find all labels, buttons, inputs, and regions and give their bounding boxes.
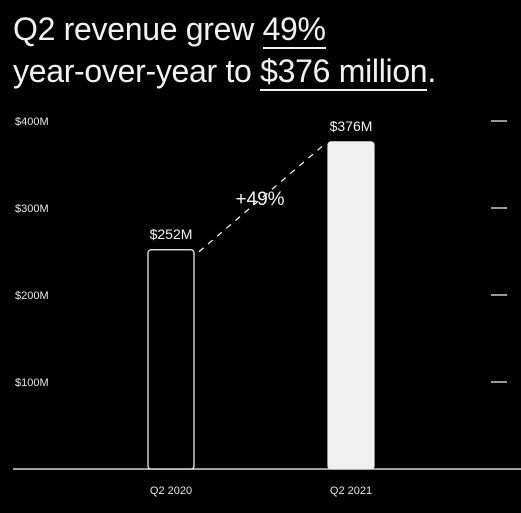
y-tick-label: $200M xyxy=(15,290,49,302)
x-category-label: Q2 2020 xyxy=(150,485,192,497)
y-axis-ticks: $100M $200M $300M $400M xyxy=(15,116,507,389)
growth-annotation: +49% xyxy=(235,189,284,210)
growth-trend-line xyxy=(198,143,326,253)
bars: $252M Q2 2020 $376M Q2 2021 xyxy=(147,118,375,497)
headline: Q2 revenue grew 49% year-over-year to $37… xyxy=(13,8,436,92)
y-tick-label: $100M xyxy=(15,377,49,389)
headline-part2: year-over-year to xyxy=(13,53,261,89)
headline-highlight-growth: 49% xyxy=(262,11,326,49)
y-tick-label: $300M xyxy=(15,203,49,215)
bar-q2-2020 xyxy=(147,249,195,470)
headline-part1: Q2 revenue grew xyxy=(13,11,263,47)
headline-highlight-revenue: $376 million xyxy=(260,53,428,91)
bar-q2-2021 xyxy=(327,141,375,470)
bar-value-label: $252M xyxy=(150,226,193,242)
bar-value-label: $376M xyxy=(330,118,373,134)
x-category-label: Q2 2021 xyxy=(330,485,372,497)
y-tick-label: $400M xyxy=(15,116,49,128)
headline-period: . xyxy=(427,53,436,89)
